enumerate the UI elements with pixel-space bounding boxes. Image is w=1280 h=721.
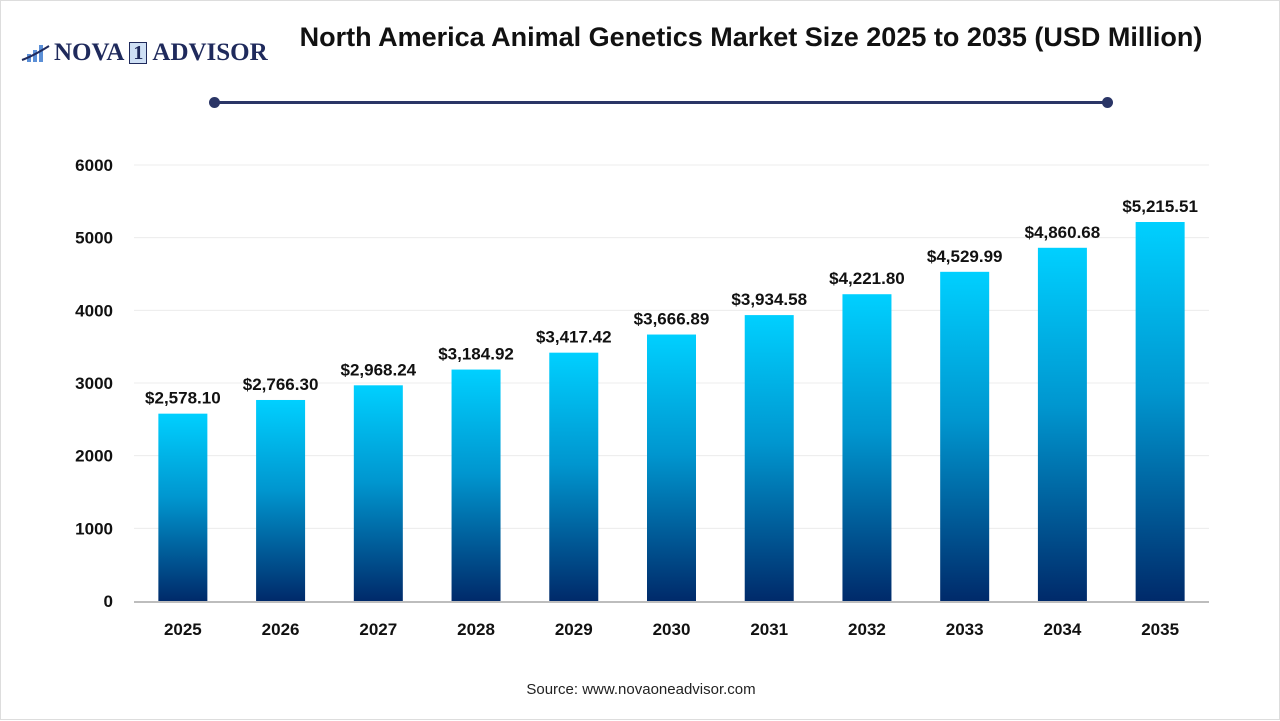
x-tick-label: 2034 (1043, 620, 1081, 639)
logo-text-nova: NOVA (54, 39, 125, 66)
logo-text-advisor: ADVISOR (152, 39, 268, 66)
y-tick-label: 3000 (75, 374, 113, 393)
logo: NOVA 1 ADVISOR (21, 39, 268, 67)
y-tick-label: 6000 (75, 156, 113, 175)
data-label: $2,578.10 (145, 389, 221, 408)
x-tick-label: 2026 (262, 620, 300, 639)
y-tick-label: 0 (104, 592, 113, 611)
bar-2030 (647, 334, 696, 601)
data-label: $3,417.42 (536, 328, 612, 347)
bar-2031 (744, 315, 794, 601)
bar-2033 (940, 271, 990, 601)
data-label: $3,666.89 (634, 310, 710, 329)
data-label: $4,529.99 (927, 247, 1003, 266)
x-tick-label: 2027 (359, 620, 397, 639)
bar-2028 (451, 369, 501, 601)
x-tick-label: 2028 (457, 620, 495, 639)
bar-2025 (158, 413, 208, 601)
data-label: $3,184.92 (438, 345, 514, 364)
y-tick-label: 5000 (75, 229, 113, 248)
y-tick-label: 2000 (75, 447, 113, 466)
chart-title: North America Animal Genetics Market Siz… (299, 22, 1203, 52)
x-tick-label: 2029 (555, 620, 593, 639)
source-text: Source: www.novaoneadvisor.com (526, 681, 756, 698)
bar-2026 (256, 399, 306, 601)
data-label: $3,934.58 (731, 290, 807, 309)
data-label: $2,766.30 (243, 375, 319, 394)
data-label: $5,215.51 (1122, 197, 1198, 216)
y-tick-label: 4000 (75, 301, 113, 320)
x-tick-label: 2032 (848, 620, 886, 639)
logo-mark: 1 (129, 42, 148, 64)
x-tick-label: 2030 (653, 620, 691, 639)
x-tick-label: 2035 (1141, 620, 1179, 639)
x-tick-label: 2025 (164, 620, 202, 639)
x-tick-label: 2033 (946, 620, 984, 639)
bar-2032 (842, 294, 892, 601)
data-label: $2,968.24 (340, 360, 416, 379)
data-label: $4,221.80 (829, 269, 905, 288)
x-tick-label: 2031 (750, 620, 788, 639)
bar-2035 (1135, 222, 1185, 601)
rule-dot-left (209, 97, 220, 108)
bar-2034 (1037, 247, 1087, 601)
y-tick-label: 1000 (75, 519, 113, 538)
bar-2029 (549, 352, 599, 601)
bar-2027 (353, 385, 403, 601)
rule-dot-right (1102, 97, 1113, 108)
title-rule (214, 101, 1107, 104)
bar-chart-logo-icon (21, 45, 50, 62)
data-label: $4,860.68 (1025, 223, 1101, 242)
